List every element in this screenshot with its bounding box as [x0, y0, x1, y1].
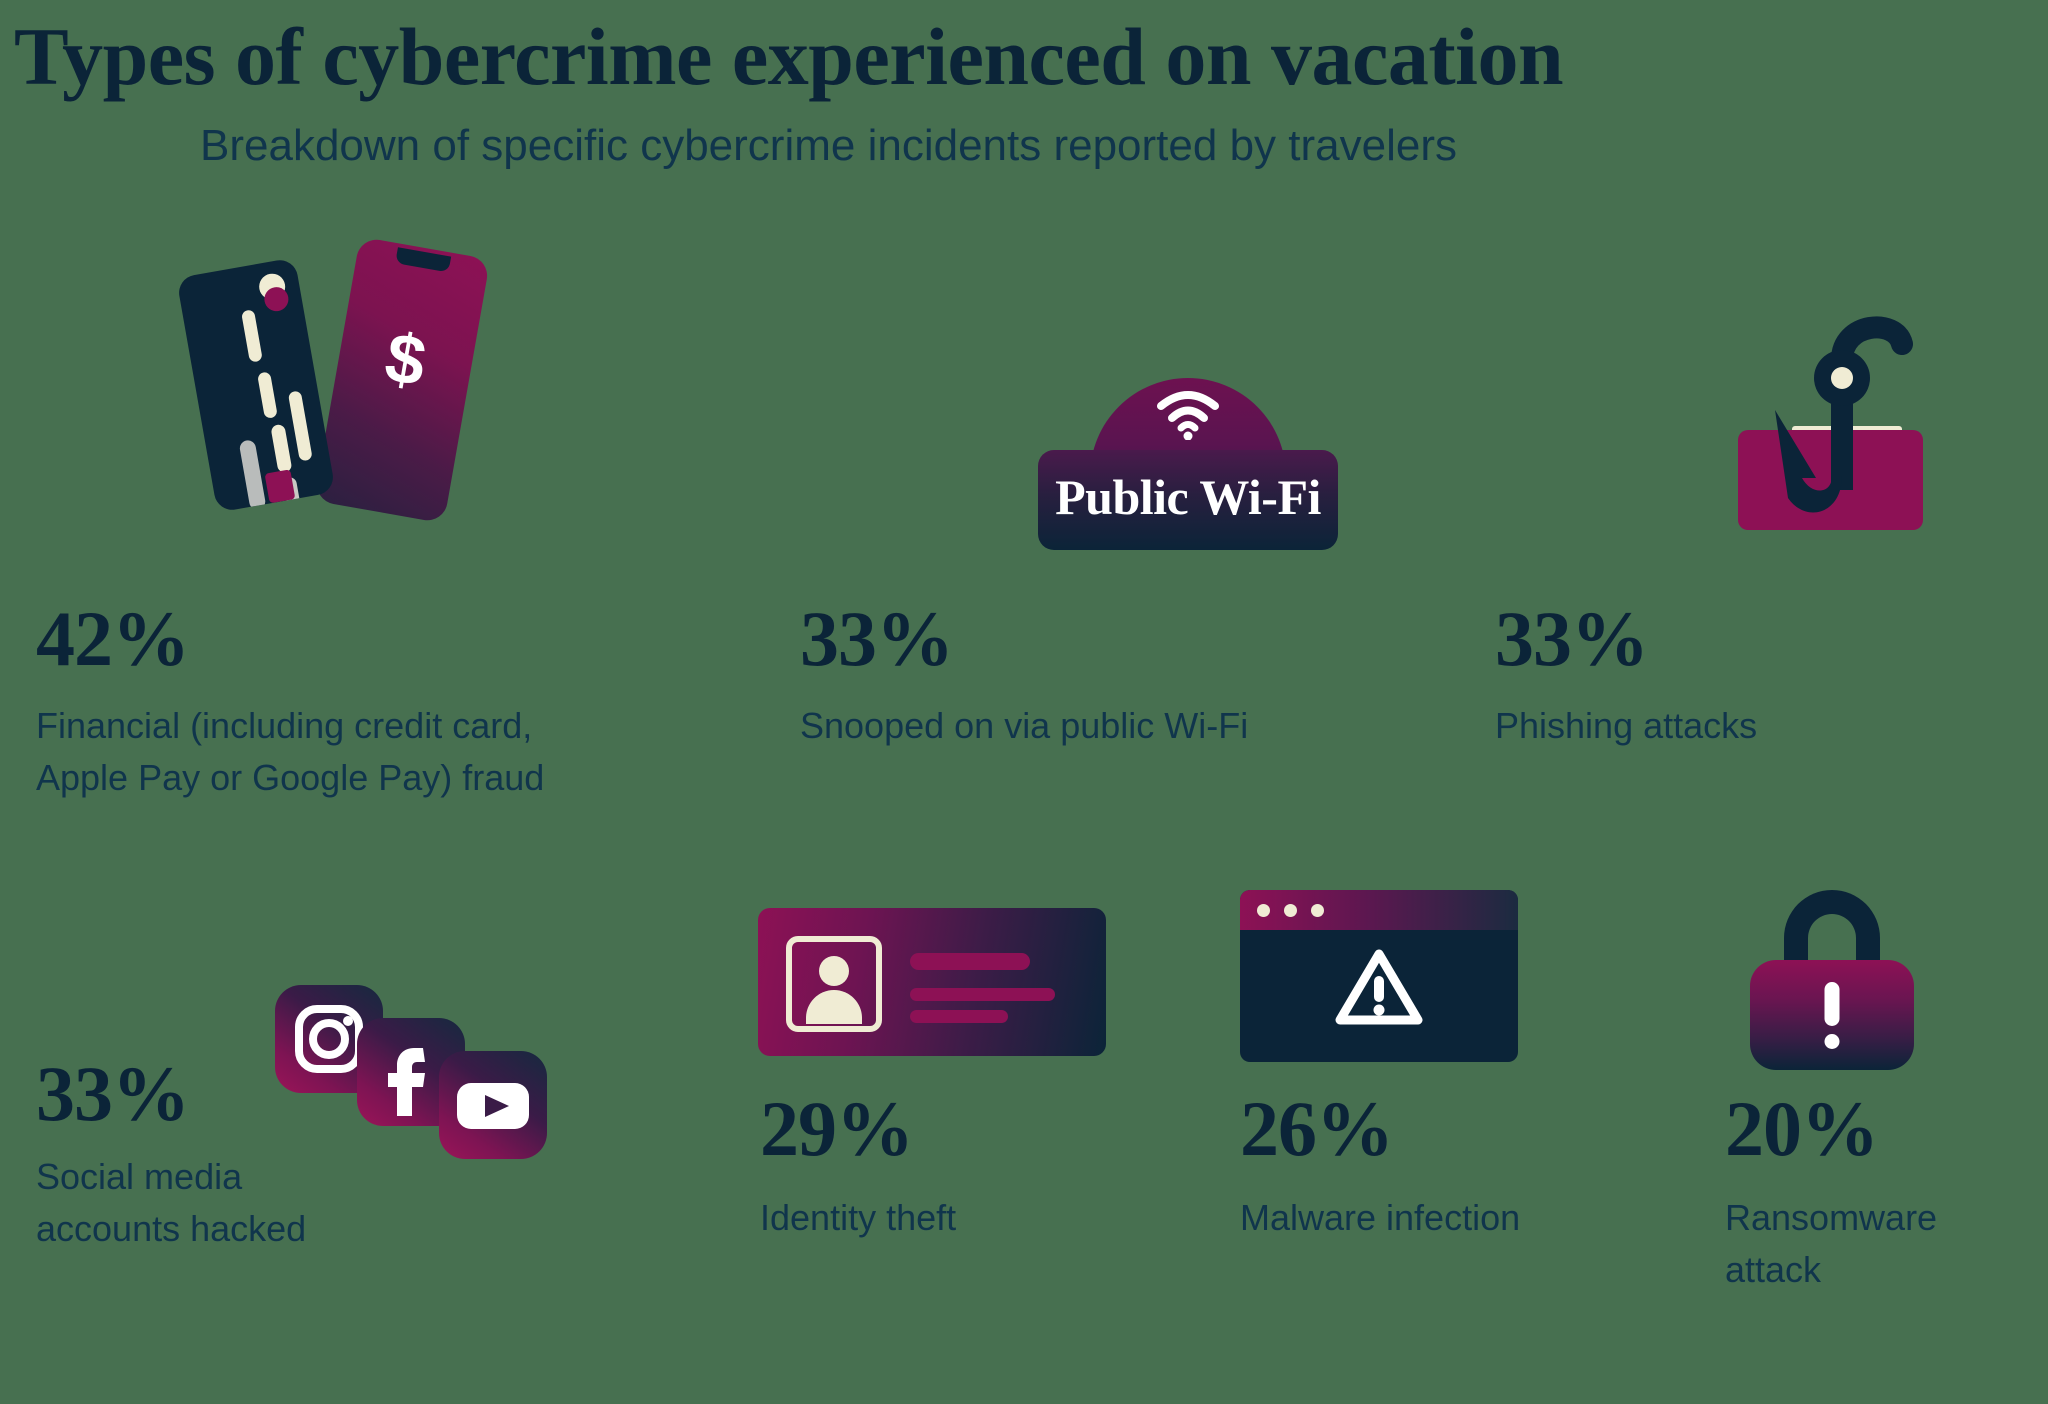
stat-label: Social media accounts hacked — [36, 1156, 307, 1250]
page-subtitle: Breakdown of specific cybercrime inciden… — [200, 121, 1457, 171]
padlock-body — [1750, 960, 1914, 1070]
folder-shape — [1738, 430, 1923, 530]
stat-label: Identity theft — [760, 1197, 957, 1238]
stat-malware: 26% Malware infection — [1240, 1090, 1660, 1244]
card-magstripe — [238, 439, 267, 511]
stat-social-media: 33% Social media accounts hacked — [36, 1055, 456, 1255]
fish-hook-folder-icon — [1720, 300, 1980, 548]
stat-wifi: 33% Snooped on via public Wi-Fi — [800, 600, 1400, 752]
card-dash — [257, 371, 278, 419]
exclamation-dot — [1824, 1034, 1840, 1049]
stat-value: 42% — [36, 595, 190, 682]
stat-identity-theft: 29% Identity theft — [760, 1090, 1180, 1244]
card-chip — [264, 469, 296, 504]
public-wifi-label: Public Wi-Fi — [1055, 469, 1321, 525]
credit-card-shape — [176, 257, 336, 513]
sign-plate — [1038, 450, 1338, 550]
browser-warning-icon — [1240, 890, 1518, 1062]
public-wifi-sign-icon: Public Wi-Fi — [1038, 378, 1338, 550]
stat-value: 33% — [800, 595, 954, 682]
stat-ransomware: 20% Ransomware attack — [1725, 1090, 2048, 1296]
exclamation-bar — [1824, 982, 1840, 1026]
window-dot — [1257, 904, 1270, 917]
browser-window-shape — [1240, 890, 1518, 1062]
id-card-icon — [758, 908, 1106, 1056]
card-dash — [270, 423, 293, 474]
stat-value: 33% — [36, 1050, 190, 1137]
phone-notch — [395, 247, 452, 273]
browser-titlebar — [1240, 890, 1518, 930]
stat-value: 26% — [1240, 1085, 1394, 1172]
stat-label: Financial (including credit card, Apple … — [36, 705, 545, 799]
stat-value: 33% — [1495, 595, 1649, 682]
social-media-apps-icon — [275, 985, 595, 1200]
stat-label: Malware infection — [1240, 1197, 1521, 1238]
card-dash — [287, 390, 313, 462]
warning-triangle-icon — [1335, 949, 1423, 1025]
stat-financial: 42% Financial (including credit card, Ap… — [36, 600, 676, 804]
padlock-alert-icon — [1740, 890, 1925, 1070]
wifi-signal-icon — [1157, 391, 1219, 440]
stat-value: 20% — [1725, 1085, 1879, 1172]
stat-value: 29% — [760, 1085, 914, 1172]
window-dot — [1311, 904, 1324, 917]
youtube-app-tile — [439, 1051, 547, 1159]
youtube-icon — [457, 1083, 529, 1129]
id-card-shape — [758, 908, 1106, 1056]
id-text-line — [910, 988, 1055, 1001]
stat-label: Phishing attacks — [1495, 705, 1758, 746]
credit-card-and-phone-icon: $ — [176, 236, 518, 528]
person-body-shape — [806, 990, 862, 1024]
stat-label: Ransomware attack — [1725, 1197, 1938, 1291]
id-text-line — [910, 953, 1030, 970]
stat-label: Snooped on via public Wi-Fi — [800, 705, 1249, 746]
dollar-sign-glyph: $ — [379, 317, 432, 402]
page-title: Types of cybercrime experienced on vacat… — [14, 11, 1564, 102]
card-dash — [241, 309, 263, 363]
header: Types of cybercrime experienced on vacat… — [0, 0, 2048, 170]
person-head-shape — [819, 956, 849, 986]
stat-phishing: 33% Phishing attacks — [1495, 600, 2015, 752]
smartphone-shape: $ — [313, 236, 491, 524]
facebook-icon — [388, 1048, 425, 1116]
window-dot — [1284, 904, 1297, 917]
id-text-line — [910, 1010, 1008, 1023]
fish-hook-icon — [1775, 316, 1913, 513]
id-photo-frame — [786, 936, 882, 1032]
